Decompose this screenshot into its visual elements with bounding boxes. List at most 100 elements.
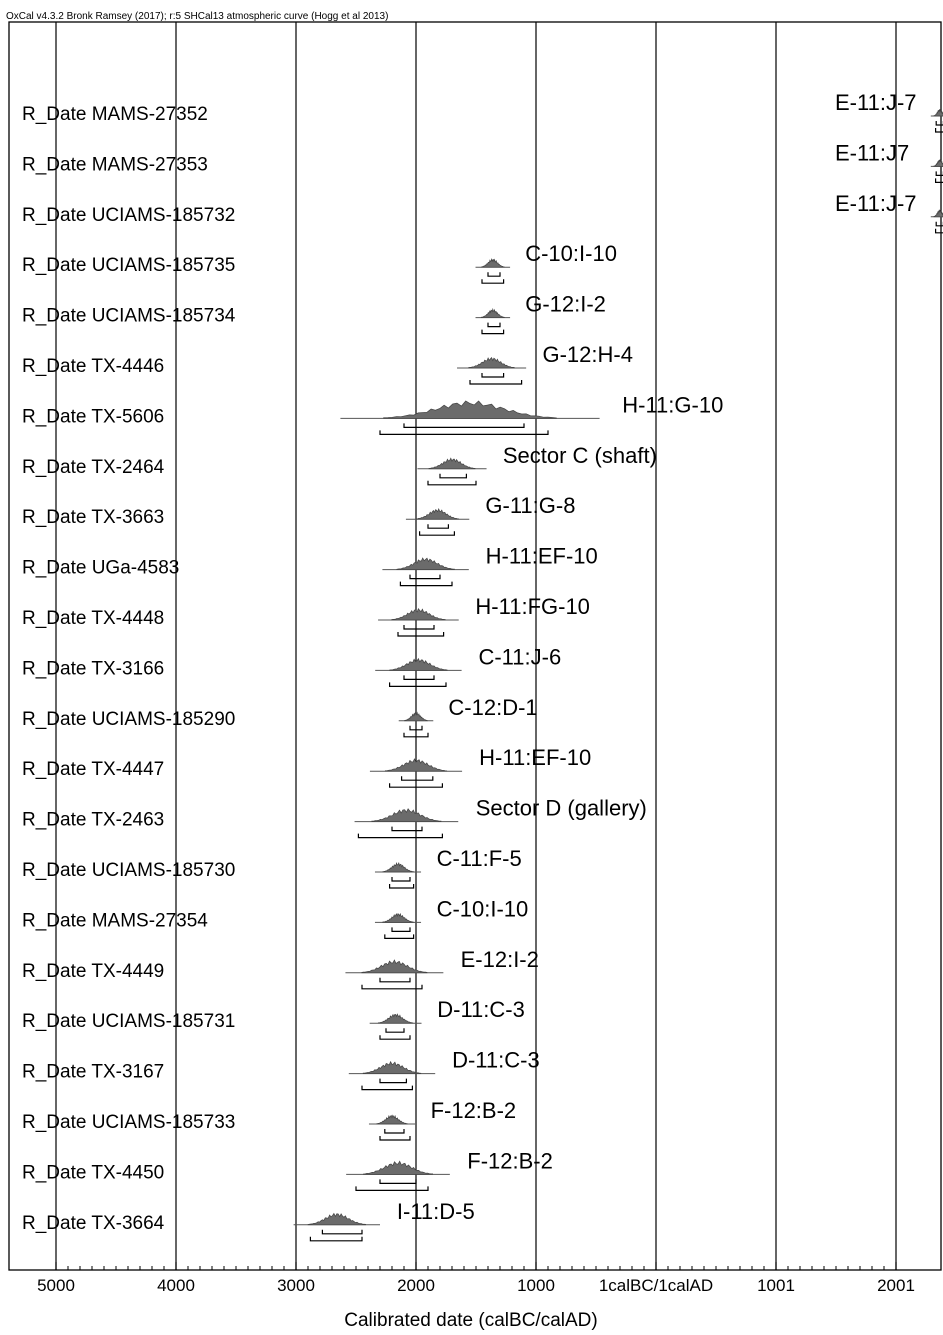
range-95-bracket [399,581,453,587]
date-row: R_Date UCIAMS-185731 D-11:C-3 [22,997,525,1040]
range-95-bracket [384,934,415,939]
sample-label: F-12:B-2 [431,1098,517,1123]
tick-label: 4000 [157,1276,195,1295]
date-label: R_Date TX-3167 [22,1062,164,1083]
sample-label: E-11:J-7 [835,191,917,216]
range-95-bracket [379,1035,411,1040]
date-row: R_Date UCIAMS-185734 G-12:I-2 [22,292,606,335]
date-row: R_Date TX-5606 H-11:G-10 [22,392,723,435]
sample-label: G-12:I-2 [525,292,606,317]
density-curve [363,1160,433,1175]
range-95-bracket [379,430,549,435]
tick-label: 1001 [757,1276,795,1295]
date-rows: R_Date MAMS-27352 E-11:J-7R_Date MAMS-273… [22,90,943,1242]
range-68-bracket [391,877,411,882]
date-row: R_Date UCIAMS-185730 C-11:F-5 [22,846,522,889]
range-68-bracket [379,1179,417,1184]
date-label: R_Date MAMS-27353 [22,154,208,175]
date-row: R_Date UCIAMS-185732 E-11:J-7 [22,191,943,234]
sample-label: C-12:D-1 [448,695,537,720]
range-68-bracket [481,373,505,378]
range-68-bracket [321,1229,363,1235]
density-curve [391,607,446,621]
range-95-bracket [403,732,429,738]
date-label: R_Date TX-4449 [22,961,164,982]
date-row: R_Date MAMS-27353 E-11:J7 [22,140,943,183]
sample-label: E-11:J-7 [835,90,917,115]
date-label: R_Date TX-4446 [22,356,164,377]
density-curve [307,1212,366,1226]
range-95-bracket [935,178,943,183]
date-row: R_Date TX-2464 Sector C (shaft) [22,443,657,486]
density-curve [371,808,442,822]
range-68-bracket [385,1028,405,1033]
density-curve [416,507,460,520]
density-curve [377,1013,414,1024]
date-row: R_Date TX-3166 C-11:J-6 [22,644,561,687]
tick-label: 2001 [877,1276,915,1295]
plot-frame [8,21,942,1271]
date-label: R_Date UCIAMS-185731 [22,1011,235,1032]
date-label: R_Date UCIAMS-185734 [22,306,236,327]
tick-label: 3000 [277,1276,315,1295]
sample-label: C-11:F-5 [437,846,522,871]
sample-label: C-10:I-10 [525,241,617,266]
date-label: R_Date MAMS-27352 [22,104,208,125]
density-curve [468,356,516,369]
date-row: R_Date TX-3664 I-11:D-5 [22,1199,475,1242]
density-curve [480,257,505,268]
date-row: R_Date TX-4450 F-12:B-2 [22,1148,553,1191]
range-68-bracket [935,171,943,176]
density-curve [396,557,455,570]
range-95-bracket [469,380,523,385]
density-curve [404,711,428,722]
sample-label: I-11:D-5 [397,1199,475,1224]
date-row: R_Date UGa-4583 H-11:EF-10 [22,544,598,587]
date-label: R_Date UCIAMS-185733 [22,1112,235,1133]
range-95-bracket [397,632,445,637]
density-curve [933,159,943,167]
tick-label: 5000 [37,1276,75,1295]
date-label: R_Date TX-2463 [22,810,164,831]
range-95-bracket [389,884,415,889]
range-95-bracket [357,833,443,839]
range-68-bracket [403,423,525,428]
tick-label: 1000 [517,1276,555,1295]
sample-label: H-11:G-10 [622,392,723,417]
sample-label: H-11:EF-10 [479,745,591,770]
density-curve [428,457,476,470]
range-68-bracket [409,725,423,731]
date-row: R_Date TX-4447 H-11:EF-10 [22,745,591,788]
range-68-bracket [391,826,423,832]
range-95-bracket [379,1136,411,1141]
x-axis: 5000 4000 3000 2000 1000 1calBC/1calAD 1001 200… [37,1262,915,1295]
range-68-bracket [391,927,411,932]
tick-label: 2000 [397,1276,435,1295]
date-label: R_Date UCIAMS-185732 [22,205,235,226]
date-row: R_Date UCIAMS-185733 F-12:B-2 [22,1098,517,1141]
range-68-bracket [409,574,441,580]
range-68-bracket [403,625,435,630]
date-label: R_Date UCIAMS-185730 [22,860,235,881]
date-label: R_Date TX-4450 [22,1162,164,1183]
density-curve [382,862,414,873]
density-curve [361,959,428,974]
date-row: R_Date MAMS-27352 E-11:J-7 [22,90,943,133]
date-label: R_Date TX-3664 [22,1213,165,1234]
range-95-bracket [419,531,455,536]
sample-label: D-11:C-3 [452,1048,540,1073]
date-label: R_Date UCIAMS-185735 [22,255,235,276]
range-68-bracket [427,524,449,529]
date-row: R_Date MAMS-27354 C-10:I-10 [22,896,528,939]
range-68-bracket [935,121,943,126]
range-68-bracket [403,675,435,680]
range-95-bracket [935,228,943,234]
range-95-bracket [427,480,477,486]
date-row: R_Date TX-3167 D-11:C-3 [22,1048,540,1091]
sample-label: G-12:H-4 [542,342,632,367]
sample-label: D-11:C-3 [437,997,525,1022]
x-axis-title: Calibrated date (calBC/calAD) [344,1310,597,1331]
date-row: R_Date TX-4446 G-12:H-4 [22,342,633,385]
density-curve [480,307,505,318]
date-label: R_Date TX-5606 [22,406,164,427]
